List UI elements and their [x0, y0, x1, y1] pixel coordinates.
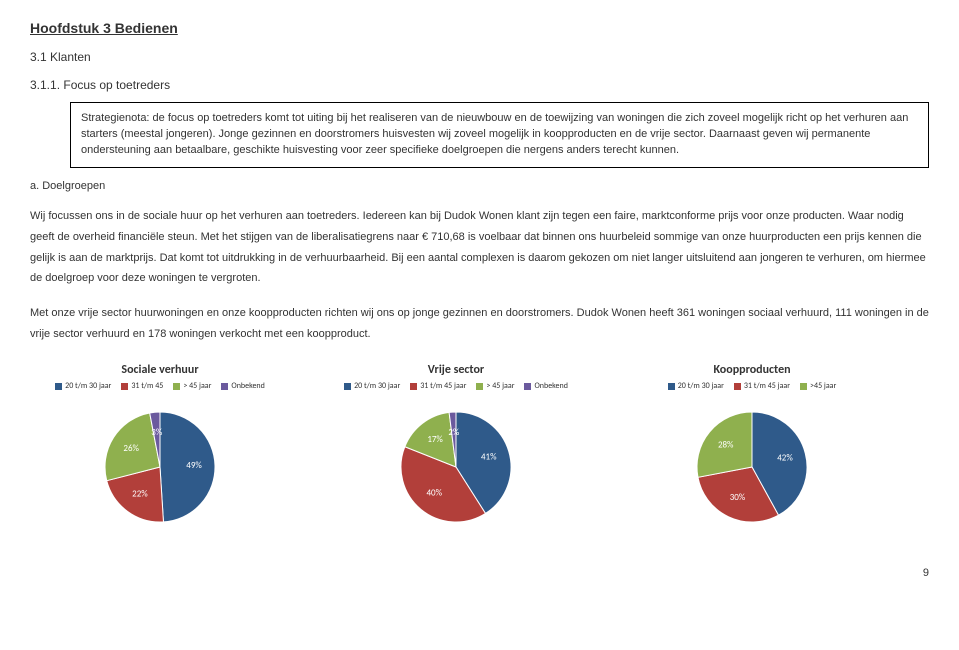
chart-koopproducten: Koopproducten 20 t/m 30 jaar 31 t/m 45 ja… — [622, 363, 882, 537]
legend-swatch — [173, 383, 180, 390]
pie-slice-label: 42% — [777, 453, 793, 464]
legend-swatch — [221, 383, 228, 390]
legend-label: 31 t/m 45 jaar — [420, 381, 466, 391]
legend-label: > 45 jaar — [486, 381, 514, 391]
pie-slice-label: 2% — [448, 427, 460, 438]
legend-label: 31 t/m 45 jaar — [744, 381, 790, 391]
pie-chart: 42% 30% 28% — [652, 397, 852, 537]
pie-slice-label: 49% — [186, 460, 202, 471]
legend-item: > 45 jaar — [173, 381, 211, 391]
legend-item: 31 t/m 45 jaar — [734, 381, 790, 391]
pie-slice-label: 40% — [426, 488, 442, 499]
legend-swatch — [121, 383, 128, 390]
legend-label: Onbekend — [231, 381, 264, 391]
chart-title: Vrije sector — [326, 363, 586, 377]
chart-legend: 20 t/m 30 jaar 31 t/m 45 jaar >45 jaar — [622, 381, 882, 391]
charts-row: Sociale verhuur 20 t/m 30 jaar 31 t/m 45 >… — [30, 363, 929, 537]
pie-slice-label: 41% — [481, 452, 497, 463]
pie-wrap: 42% 30% 28% — [622, 397, 882, 537]
legend-swatch — [524, 383, 531, 390]
legend-item: Onbekend — [221, 381, 264, 391]
legend-item: >45 jaar — [800, 381, 836, 391]
legend-label: 20 t/m 30 jaar — [678, 381, 724, 391]
legend-swatch — [410, 383, 417, 390]
legend-item: 20 t/m 30 jaar — [55, 381, 111, 391]
pie-wrap: 41% 40% 17% 2% — [326, 397, 586, 537]
legend-label: 20 t/m 30 jaar — [354, 381, 400, 391]
legend-label: > 45 jaar — [183, 381, 211, 391]
legend-item: 31 t/m 45 jaar — [410, 381, 466, 391]
chart-legend: 20 t/m 30 jaar 31 t/m 45 jaar > 45 jaar Onb… — [326, 381, 586, 391]
chart-sociale-verhuur: Sociale verhuur 20 t/m 30 jaar 31 t/m 45 >… — [30, 363, 290, 537]
legend-swatch — [55, 383, 62, 390]
doelgroepen-label: a. Doelgroepen — [30, 180, 929, 192]
pie-slice-label: 28% — [718, 440, 734, 451]
page-number: 9 — [30, 567, 929, 579]
pie-wrap: 49% 22% 26% 3% — [30, 397, 290, 537]
chart-title: Sociale verhuur — [30, 363, 290, 377]
legend-item: > 45 jaar — [476, 381, 514, 391]
chart-title: Koopproducten — [622, 363, 882, 377]
pie-slice-label: 26% — [123, 443, 139, 454]
legend-label: 31 t/m 45 — [131, 381, 163, 391]
legend-swatch — [668, 383, 675, 390]
legend-swatch — [800, 383, 807, 390]
legend-swatch — [476, 383, 483, 390]
body-paragraph-2: Met onze vrije sector huurwoningen en on… — [30, 303, 929, 345]
body-paragraph-1: Wij focussen ons in de sociale huur op h… — [30, 206, 929, 290]
pie-slice-label: 3% — [151, 427, 163, 438]
legend-item: 20 t/m 30 jaar — [344, 381, 400, 391]
section-title: 3.1 Klanten — [30, 50, 929, 64]
legend-item: Onbekend — [524, 381, 567, 391]
legend-swatch — [344, 383, 351, 390]
chart-legend: 20 t/m 30 jaar 31 t/m 45 > 45 jaar Onbekend — [30, 381, 290, 391]
pie-chart: 41% 40% 17% 2% — [356, 397, 556, 537]
strategy-note-box: Strategienota: de focus op toetreders ko… — [70, 102, 929, 168]
legend-label: >45 jaar — [810, 381, 836, 391]
subsection-title: 3.1.1. Focus op toetreders — [30, 78, 929, 92]
pie-slice-label: 22% — [132, 489, 148, 500]
chart-vrije-sector: Vrije sector 20 t/m 30 jaar 31 t/m 45 jaa… — [326, 363, 586, 537]
pie-slice-label: 30% — [730, 492, 746, 503]
legend-label: Onbekend — [534, 381, 567, 391]
legend-item: 20 t/m 30 jaar — [668, 381, 724, 391]
chapter-title: Hoofdstuk 3 Bedienen — [30, 20, 929, 36]
legend-item: 31 t/m 45 — [121, 381, 163, 391]
pie-chart: 49% 22% 26% 3% — [60, 397, 260, 537]
legend-swatch — [734, 383, 741, 390]
legend-label: 20 t/m 30 jaar — [65, 381, 111, 391]
pie-slice-label: 17% — [427, 434, 443, 445]
